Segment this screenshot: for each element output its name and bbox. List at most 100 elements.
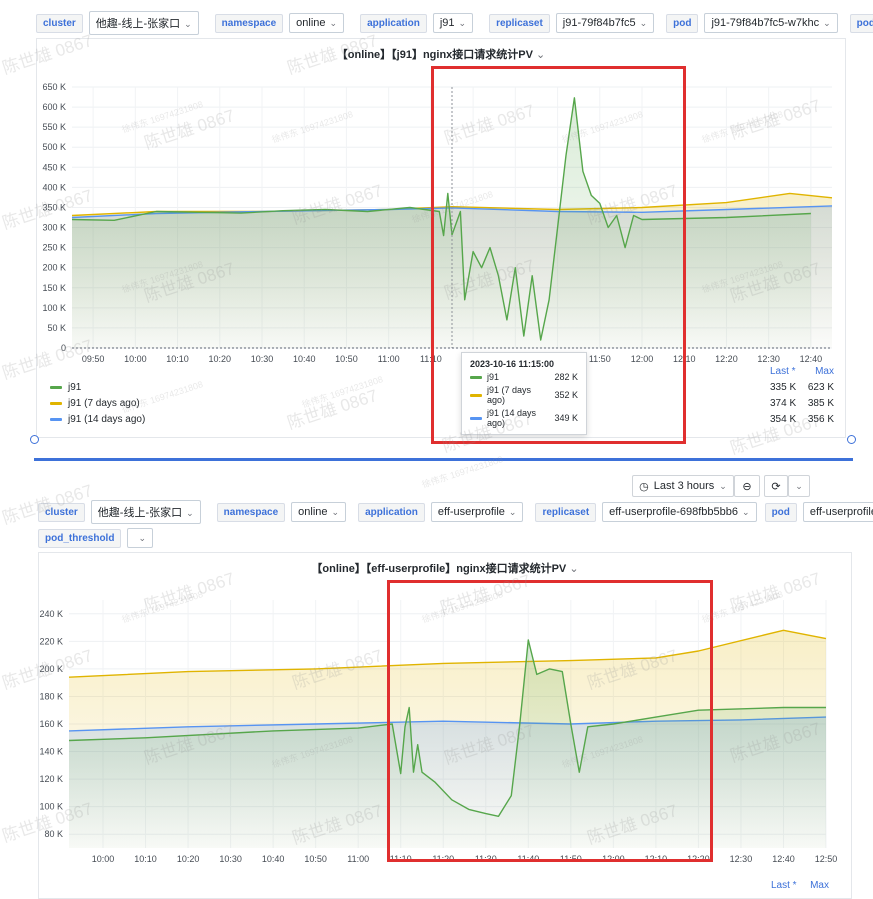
- var-select-replicaset[interactable]: eff-userprofile-698fbb5bb6 ⌄: [602, 502, 757, 522]
- legend-header-last[interactable]: Last *: [771, 880, 797, 891]
- legend-last-value: 374 K: [770, 398, 797, 409]
- highlight-box-2: [387, 580, 713, 862]
- var-select-pod[interactable]: j91-79f84b7fc5-w7khc ⌄: [704, 13, 838, 33]
- zoom-out-button[interactable]: ⊖: [734, 475, 760, 497]
- x-tick-label: 10:40: [293, 354, 316, 364]
- variables-bar-1: cluster 他趣-线上-张家口 ⌄ namespace online ⌄ app…: [36, 10, 873, 36]
- chevron-down-icon: ⌄: [508, 507, 517, 517]
- refresh-interval-button[interactable]: ⌄: [788, 475, 810, 497]
- var-select-cluster[interactable]: 他趣-线上-张家口 ⌄: [90, 500, 201, 524]
- var-label-namespace: namespace: [214, 13, 284, 33]
- y-tick-label: 400 K: [42, 182, 66, 192]
- var-value-replicaset: eff-userprofile-698fbb5bb6: [609, 506, 739, 518]
- tooltip-series-name: j91: [487, 372, 500, 382]
- var-select-application[interactable]: eff-userprofile ⌄: [430, 502, 524, 522]
- chart-j91-pv[interactable]: 0 50 K 100 K 150 K 200 K 250 K 300 K 350 K 400 K…: [36, 38, 844, 436]
- var-select-namespace[interactable]: online ⌄: [289, 13, 345, 33]
- legend-item-j91-7d[interactable]: j91 (7 days ago): [50, 398, 140, 409]
- panel-title[interactable]: 【online】【j91】nginx接口请求统计PV ⌄: [37, 46, 845, 62]
- clock-icon: ◷: [639, 480, 649, 493]
- legend-header-max[interactable]: Max: [810, 880, 829, 891]
- tooltip-row: j91 (7 days ago) 352 K: [470, 385, 578, 405]
- chevron-down-icon: ⌄: [719, 480, 727, 491]
- var-select-pod-threshold[interactable]: ⌄: [127, 528, 153, 548]
- x-tick-label: 12:40: [772, 854, 795, 864]
- series-area: [72, 97, 811, 348]
- var-value-replicaset: j91-79f84b7fc5: [562, 17, 636, 29]
- y-tick-label: 200 K: [42, 263, 66, 273]
- legend-item-j91-14d[interactable]: j91 (14 days ago): [50, 414, 145, 425]
- var-value-cluster: 他趣-线上-张家口: [97, 507, 183, 519]
- series-line: [71, 192, 833, 217]
- chevron-down-icon: ⌄: [536, 49, 546, 61]
- var-label-cluster: cluster: [38, 502, 85, 522]
- tooltip-row: j91 282 K: [470, 372, 578, 382]
- chevron-down-icon: ⌄: [823, 18, 831, 28]
- y-tick-label: 500 K: [42, 142, 66, 152]
- series-area: [69, 640, 826, 848]
- y-tick-label: 150 K: [42, 283, 66, 293]
- var-select-pod[interactable]: eff-userprofile-698fbb5bb6-zrwbd⌄: [802, 502, 873, 522]
- legend-swatch: [50, 402, 62, 405]
- legend-item-j91[interactable]: j91: [50, 382, 81, 393]
- x-tick-label: 12:20: [715, 354, 738, 364]
- series-line: [71, 97, 811, 341]
- tooltip-series-name: j91 (7 days ago): [487, 385, 532, 405]
- panel-title[interactable]: 【online】【eff-userprofile】nginx接口请求统计PV ⌄: [39, 560, 851, 576]
- y-tick-label: 650 K: [42, 82, 66, 92]
- chevron-down-icon: ⌄: [742, 507, 750, 517]
- x-tick-label: 10:50: [335, 354, 358, 364]
- refresh-icon: ⟳: [771, 480, 781, 493]
- chevron-down-icon: ⌄: [795, 480, 803, 491]
- chevron-down-icon: ⌄: [569, 563, 579, 575]
- legend-last-value: 354 K: [770, 414, 797, 425]
- y-tick-label: 80 K: [44, 829, 63, 839]
- variables-bar-2b: pod_threshold ⌄: [38, 525, 839, 551]
- x-tick-label: 12:00: [631, 354, 654, 364]
- x-tick-label: 12:50: [815, 854, 838, 864]
- y-tick-label: 300 K: [42, 223, 66, 233]
- chevron-down-icon: ⌄: [639, 18, 648, 28]
- refresh-button[interactable]: ⟳: [764, 475, 788, 497]
- y-tick-label: 550 K: [42, 122, 66, 132]
- legend-values-1: Last * Max 335 K 623 K 374 K 385 K 354 K 356…: [770, 366, 834, 425]
- y-tick-label: 100 K: [42, 303, 66, 313]
- x-tick-label: 09:50: [82, 354, 105, 364]
- variables-bar-2: cluster 他趣-线上-张家口 ⌄ namespace online ⌄ app…: [38, 499, 873, 525]
- chevron-down-icon: ⌄: [329, 18, 338, 28]
- var-value-cluster: 他趣-线上-张家口: [95, 18, 181, 30]
- var-value-application: j91: [439, 17, 455, 29]
- resize-handle-right[interactable]: [847, 435, 856, 444]
- panel-title-text: 【online】【j91】nginx接口请求统计PV: [336, 49, 533, 61]
- chart-eff-userprofile-pv[interactable]: 80 K 100 K 120 K 140 K 160 K 180 K 200 K 220 K 2…: [38, 552, 850, 892]
- var-value-namespace: online: [298, 506, 328, 518]
- var-select-namespace[interactable]: online ⌄: [291, 502, 347, 522]
- x-tick-label: 12:30: [730, 854, 753, 864]
- tooltip-row: j91 (14 days ago) 349 K: [470, 408, 578, 428]
- time-picker-button[interactable]: ◷ Last 3 hours ⌄: [632, 475, 734, 497]
- var-select-application[interactable]: j91 ⌄: [432, 13, 474, 33]
- var-select-cluster[interactable]: 他趣-线上-张家口 ⌄: [88, 11, 199, 35]
- var-value-pod: eff-userprofile-698fbb5bb6-zrwbd: [809, 506, 873, 518]
- var-select-replicaset[interactable]: j91-79f84b7fc5 ⌄: [555, 13, 655, 33]
- var-value-application: eff-userprofile: [437, 506, 505, 518]
- var-label-pod-threshold: pod_threshold: [38, 528, 122, 548]
- x-tick-label: 10:10: [134, 854, 157, 864]
- legend-swatch: [50, 386, 62, 389]
- x-tick-label: 11:50: [589, 354, 611, 364]
- legend-label: j91 (14 days ago): [68, 414, 146, 425]
- legend-header-max[interactable]: Max: [815, 366, 834, 377]
- resize-handle-left[interactable]: [30, 435, 39, 444]
- legend-header-last[interactable]: Last *: [770, 366, 796, 377]
- tooltip-value: 282 K: [554, 372, 578, 382]
- x-tick-label: 10:30: [251, 354, 274, 364]
- var-label-namespace: namespace: [216, 502, 286, 522]
- y-tick-label: 220 K: [39, 636, 63, 646]
- tooltip-swatch: [470, 416, 482, 420]
- chevron-down-icon: ⌄: [331, 507, 340, 517]
- x-tick-label: 10:40: [262, 854, 285, 864]
- x-tick-label: 11:00: [347, 854, 369, 864]
- x-tick-label: 12:40: [800, 354, 823, 364]
- y-tick-label: 180 K: [39, 691, 63, 701]
- legend-label: j91 (7 days ago): [68, 398, 140, 409]
